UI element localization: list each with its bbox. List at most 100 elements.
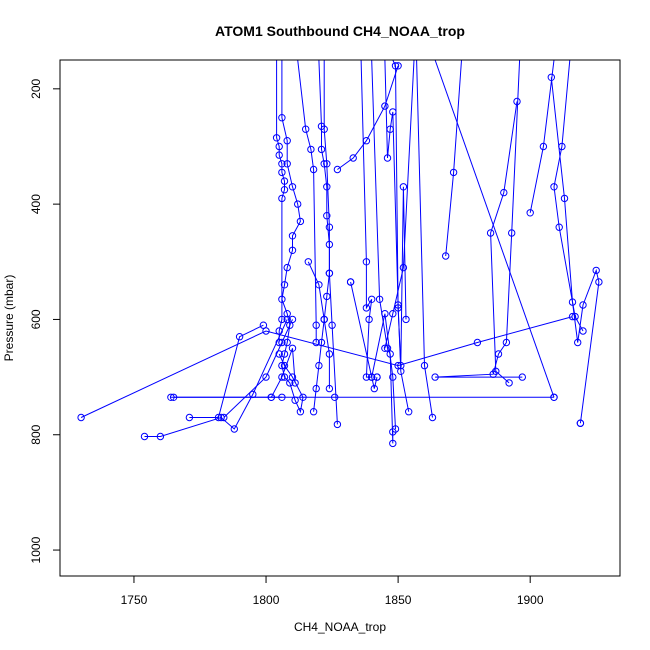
data-point-15-0 bbox=[547, 73, 555, 82]
data-point-8-4 bbox=[394, 301, 402, 309]
data-point-25-0 bbox=[267, 393, 275, 401]
data-point-9-3 bbox=[397, 361, 405, 370]
data-point-22-2 bbox=[235, 333, 244, 341]
data-point-1-3 bbox=[275, 151, 283, 159]
data-point-19-2 bbox=[394, 361, 402, 370]
data-point-17-2 bbox=[526, 209, 534, 217]
data-point-0-20 bbox=[296, 408, 305, 416]
data-point-2-3 bbox=[320, 160, 328, 168]
y-tick-label-0: 200 bbox=[29, 78, 43, 98]
data-point-26-3 bbox=[349, 154, 357, 162]
data-point-2-11 bbox=[315, 361, 323, 370]
data-point-0-10 bbox=[280, 281, 289, 289]
series-line-19 bbox=[80, 316, 573, 418]
data-point-1-8 bbox=[278, 194, 286, 203]
data-point-27-4 bbox=[325, 384, 334, 393]
data-point-1-10 bbox=[275, 327, 283, 335]
data-point-21-1 bbox=[156, 432, 165, 441]
data-point-21-4 bbox=[249, 390, 257, 399]
data-point-0-12 bbox=[283, 310, 291, 318]
data-point-0-5 bbox=[294, 200, 302, 208]
data-point-1-5 bbox=[278, 168, 286, 177]
data-point-4-1 bbox=[302, 125, 310, 133]
data-point-2-2 bbox=[317, 145, 326, 154]
plot-frame bbox=[59, 59, 621, 577]
data-point-0-23 bbox=[280, 361, 289, 370]
data-point-8-3 bbox=[389, 108, 397, 116]
data-point-0-19 bbox=[291, 396, 299, 404]
data-point-1-1 bbox=[272, 134, 281, 142]
series-line-0 bbox=[278, 60, 304, 414]
series-line-14 bbox=[435, 60, 523, 378]
data-point-16-5 bbox=[579, 327, 587, 335]
data-point-8-6 bbox=[405, 408, 413, 416]
data-point-22-3 bbox=[259, 321, 268, 329]
data-point-13-4 bbox=[505, 379, 513, 387]
data-point-6-3 bbox=[381, 310, 389, 318]
data-point-9-4 bbox=[399, 183, 408, 191]
data-point-16-4 bbox=[571, 312, 579, 321]
data-point-3-6 bbox=[333, 420, 342, 429]
data-point-9-5 bbox=[402, 315, 410, 324]
data-point-15-2 bbox=[568, 298, 577, 306]
data-point-4-4 bbox=[312, 321, 320, 329]
data-point-16-3 bbox=[555, 223, 563, 231]
series-line-4 bbox=[297, 60, 317, 343]
data-point-19-3 bbox=[473, 338, 482, 347]
data-point-1-7 bbox=[280, 186, 289, 194]
data-point-14-2 bbox=[502, 338, 511, 347]
data-point-0-18 bbox=[286, 379, 294, 387]
x-axis-label: CH4_NOAA_trop bbox=[294, 620, 386, 634]
data-point-2-8 bbox=[323, 292, 331, 301]
data-point-4-2 bbox=[307, 145, 315, 154]
data-point-15-8 bbox=[576, 419, 585, 427]
data-point-14-1 bbox=[508, 229, 516, 237]
data-point-3-1 bbox=[320, 125, 328, 133]
data-point-2-4 bbox=[323, 183, 331, 191]
series-line-22 bbox=[189, 324, 264, 418]
series-line-13 bbox=[490, 101, 518, 384]
data-point-2-12 bbox=[312, 384, 320, 393]
data-point-21-3 bbox=[230, 425, 239, 433]
data-point-1-6 bbox=[280, 177, 289, 185]
series-line-1 bbox=[276, 60, 285, 343]
data-point-24-0 bbox=[220, 413, 228, 422]
data-point-0-9 bbox=[283, 263, 291, 272]
data-point-1-9 bbox=[278, 315, 286, 324]
data-point-17-1 bbox=[539, 142, 548, 151]
data-point-7-5 bbox=[389, 428, 397, 436]
data-point-25-2 bbox=[288, 344, 297, 352]
data-point-0-1 bbox=[278, 114, 286, 122]
data-point-5-4 bbox=[365, 315, 373, 324]
data-point-9-1 bbox=[391, 62, 400, 70]
data-point-4-3 bbox=[309, 165, 318, 174]
data-point-15-6 bbox=[595, 278, 603, 286]
data-point-5-9 bbox=[373, 373, 381, 381]
data-point-11-2 bbox=[428, 413, 437, 422]
data-point-7-4 bbox=[389, 439, 397, 448]
data-point-24-1 bbox=[262, 373, 270, 381]
data-point-0-3 bbox=[283, 160, 291, 168]
data-point-23-2 bbox=[278, 393, 286, 401]
series-line-25 bbox=[270, 348, 296, 398]
x-tick-label-3: 1900 bbox=[517, 593, 544, 607]
data-point-21-2 bbox=[217, 413, 225, 422]
data-point-1-2 bbox=[275, 142, 283, 151]
data-point-6-1 bbox=[346, 278, 355, 286]
data-point-14-5 bbox=[431, 373, 439, 381]
data-point-24-3 bbox=[288, 315, 297, 324]
data-point-1-4 bbox=[278, 160, 286, 168]
series-line-16 bbox=[553, 60, 584, 332]
x-tick-label-2: 1850 bbox=[385, 593, 412, 607]
data-point-3-5 bbox=[328, 321, 336, 329]
data-point-27-2 bbox=[320, 315, 328, 324]
data-point-10-2 bbox=[389, 310, 397, 318]
x-tick-label-0: 1750 bbox=[121, 593, 148, 607]
data-point-12-1 bbox=[449, 168, 458, 177]
data-point-19-0 bbox=[77, 413, 85, 422]
data-point-3-4 bbox=[325, 269, 334, 277]
data-point-0-6 bbox=[296, 217, 305, 226]
data-point-0-21 bbox=[299, 393, 307, 401]
data-point-13-1 bbox=[500, 188, 508, 197]
data-point-3-3 bbox=[325, 223, 334, 231]
